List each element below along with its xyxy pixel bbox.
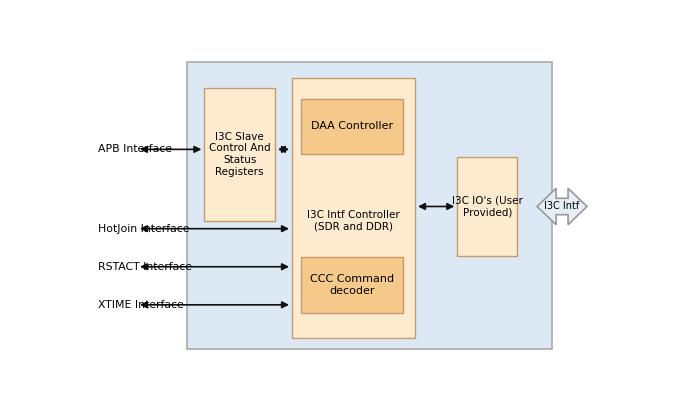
Text: I3C Intf Controller
(SDR and DDR): I3C Intf Controller (SDR and DDR) bbox=[307, 210, 400, 232]
Text: I3C Intf: I3C Intf bbox=[544, 201, 580, 211]
Bar bbox=[187, 62, 552, 349]
Bar bbox=[457, 157, 517, 255]
Text: DAA Controller: DAA Controller bbox=[311, 122, 393, 131]
Bar bbox=[204, 87, 275, 221]
Text: I3C IO's (User
Provided): I3C IO's (User Provided) bbox=[452, 196, 523, 217]
Text: CCC Command
decoder: CCC Command decoder bbox=[310, 274, 394, 296]
Text: XTIME Interface: XTIME Interface bbox=[97, 300, 183, 310]
Bar bbox=[301, 98, 403, 154]
Text: RSTACT Interface: RSTACT Interface bbox=[97, 262, 192, 272]
Polygon shape bbox=[537, 188, 587, 225]
Bar bbox=[301, 257, 403, 313]
Text: I3C Slave
Control And
Status
Registers: I3C Slave Control And Status Registers bbox=[209, 132, 271, 176]
Text: APB Interface: APB Interface bbox=[97, 144, 172, 154]
Text: HotJoin Interface: HotJoin Interface bbox=[97, 224, 190, 234]
Bar bbox=[292, 78, 415, 338]
